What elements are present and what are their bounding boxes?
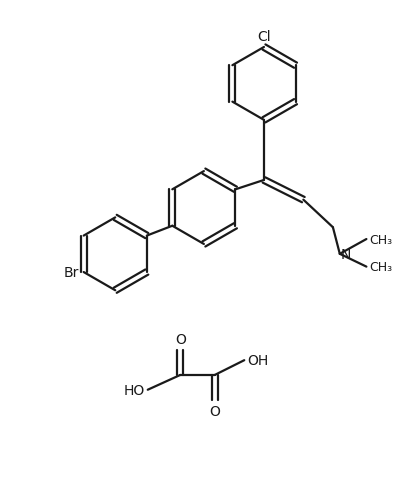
Text: OH: OH xyxy=(247,353,268,367)
Text: CH₃: CH₃ xyxy=(369,233,392,246)
Text: O: O xyxy=(175,333,186,347)
Text: O: O xyxy=(209,404,220,418)
Text: CH₃: CH₃ xyxy=(369,260,392,273)
Text: Cl: Cl xyxy=(257,30,271,44)
Text: HO: HO xyxy=(124,383,145,397)
Text: Br: Br xyxy=(63,266,79,279)
Text: N: N xyxy=(341,247,351,261)
